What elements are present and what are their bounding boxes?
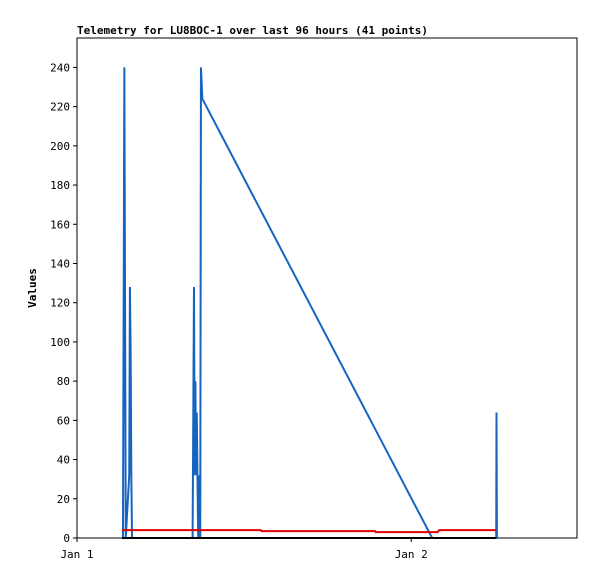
y-tick-label: 100 <box>50 336 70 349</box>
plot-frame <box>76 37 578 539</box>
chart-title: Telemetry for LU8BOC-1 over last 96 hour… <box>77 24 428 37</box>
y-tick-label: 240 <box>50 61 70 74</box>
y-tick-label: 120 <box>50 297 70 310</box>
y-tick-label: 140 <box>50 257 70 270</box>
series-line <box>121 67 498 539</box>
y-tick-label: 200 <box>50 140 70 153</box>
y-tick-label: 220 <box>50 101 70 114</box>
y-tick-label: 20 <box>57 493 70 506</box>
y-tick-label: 60 <box>57 414 70 427</box>
y-tick-label: 40 <box>57 454 70 467</box>
y-tick-label: 80 <box>57 375 70 388</box>
y-tick-label: 180 <box>50 179 70 192</box>
y-tick-label: 0 <box>63 532 70 545</box>
x-tick-label: Jan 2 <box>395 548 428 561</box>
y-tick-label: 160 <box>50 218 70 231</box>
x-tick-label: Jan 1 <box>60 548 93 561</box>
y-axis-label: Values <box>26 268 39 308</box>
series-line <box>121 529 497 534</box>
